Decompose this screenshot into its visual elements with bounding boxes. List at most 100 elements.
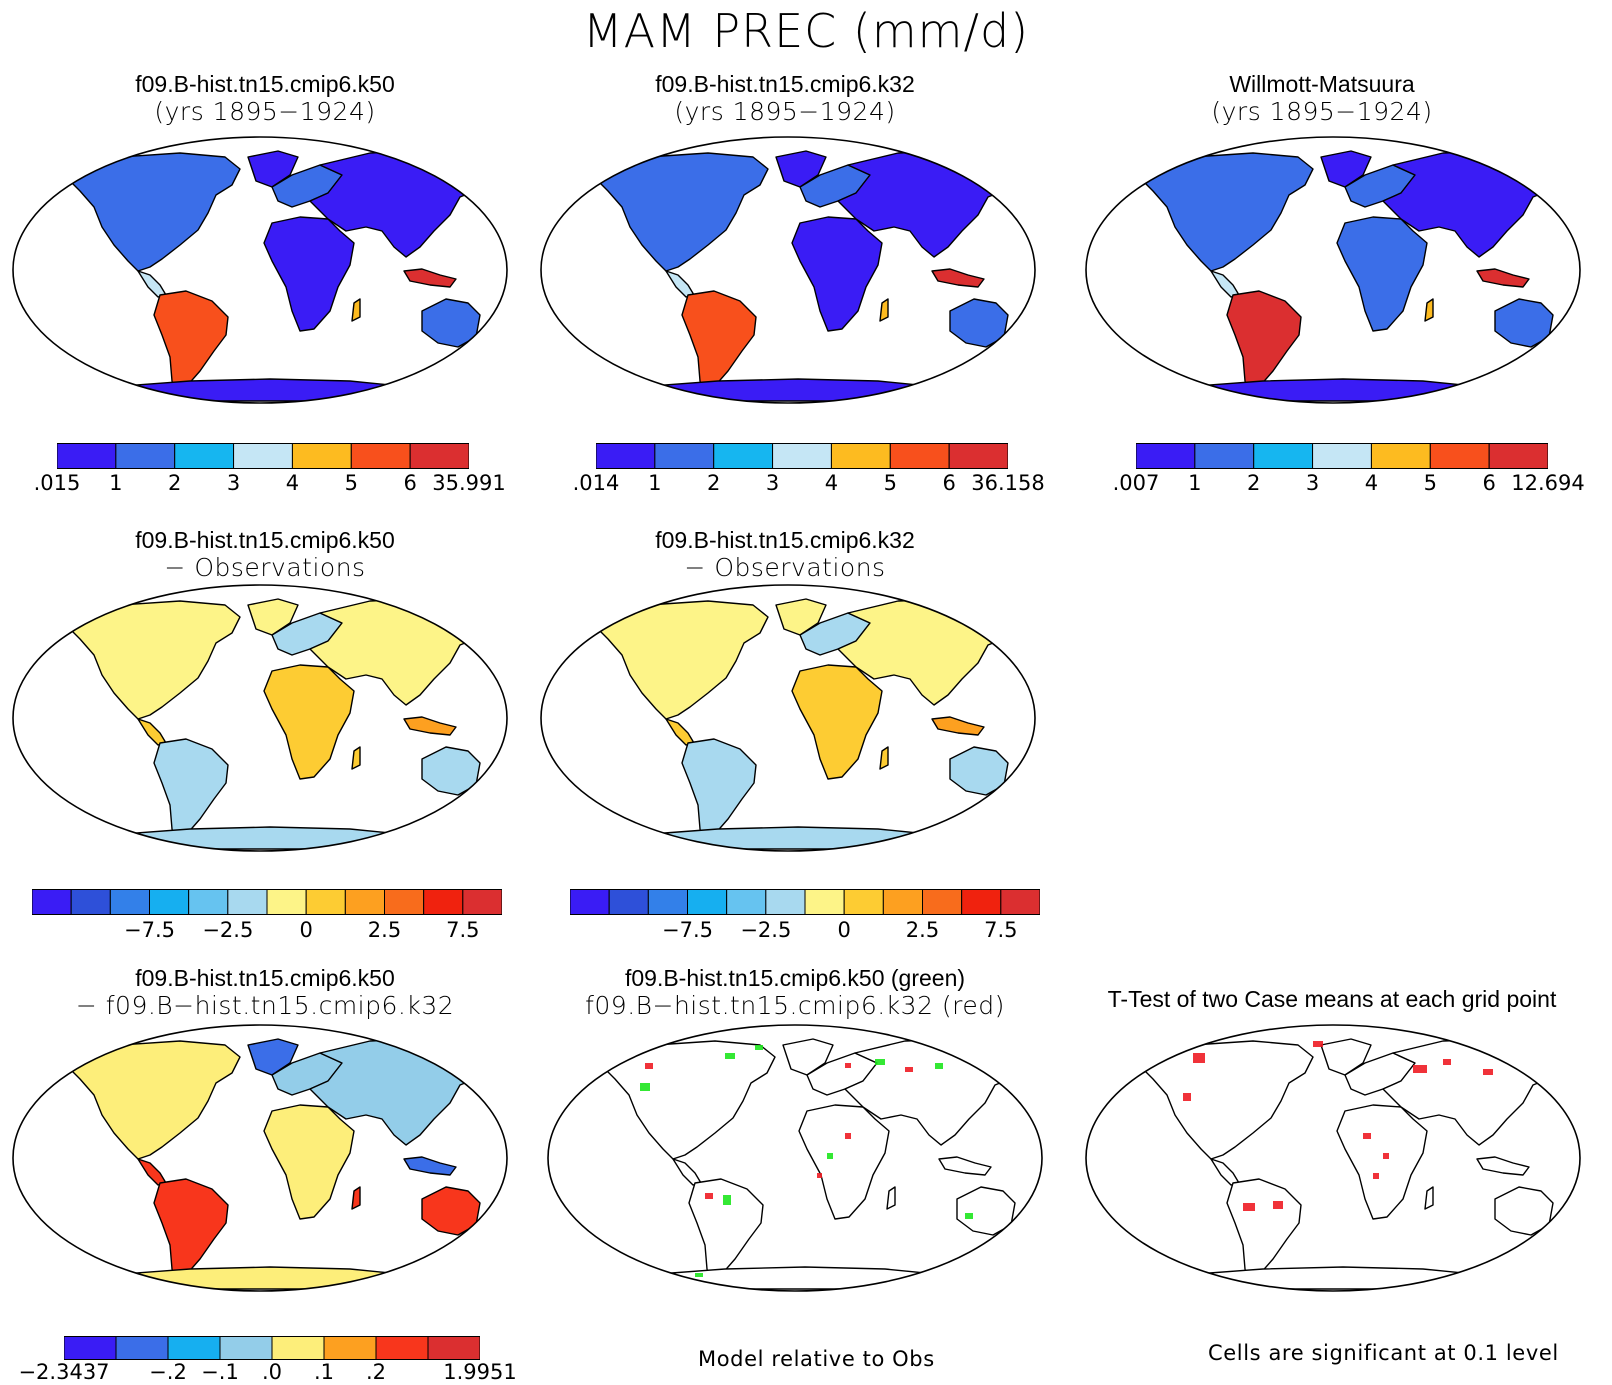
- continent-madagascar: [351, 298, 361, 322]
- colorbar-tick-label: 2: [168, 471, 182, 495]
- significant-cell: [1373, 1173, 1379, 1179]
- colorbar-k50-minus-obs: [32, 889, 502, 915]
- continent-indonesia: [931, 716, 985, 736]
- colorbar-swatch: [462, 889, 502, 915]
- map-body: [1086, 1025, 1580, 1291]
- colorbar-tick-label: −.1: [201, 1360, 239, 1384]
- colorbar-swatch: [596, 443, 656, 469]
- colorbar-swatch: [227, 889, 268, 915]
- colorbar-tick-label: 6: [403, 471, 417, 495]
- colorbar-ticks-obs: .007 1 2 3 4 5 6 12.694: [1113, 471, 1585, 497]
- colorbar-swatch: [305, 889, 346, 915]
- colorbar-tick-label: 3: [765, 471, 780, 495]
- panel-title-line1: f09.B-hist.tn15.cmip6.k50: [135, 527, 395, 553]
- significant-cell: [965, 1213, 973, 1219]
- significant-cell: [905, 1067, 913, 1072]
- significant-cell: [723, 1195, 731, 1205]
- continent-madagascar: [886, 1186, 896, 1210]
- colorbar-swatch: [570, 889, 610, 915]
- significant-cell: [705, 1193, 713, 1199]
- continent-africa: [263, 1104, 355, 1220]
- colorbar-swatch: [843, 889, 884, 915]
- colorbar-swatch: [233, 443, 293, 469]
- colorbar-tick-label: 4: [1364, 471, 1379, 495]
- colorbar-tick-label: .2: [365, 1360, 387, 1384]
- continent-north-america: [595, 600, 769, 720]
- colorbar-swatch: [32, 889, 72, 915]
- continent-south-america: [153, 290, 229, 398]
- colorbar-tick-label: −7.5: [662, 918, 713, 942]
- colorbar-swatch: [271, 1336, 325, 1360]
- panel-title-k50-minus-obs: f09.B-hist.tn15.cmip6.k50 − Observations: [55, 527, 475, 582]
- main-title: MAM PREC (mm/d): [582, 4, 1030, 58]
- map-ttest-significance: [1085, 1024, 1581, 1292]
- continent-africa: [798, 1104, 890, 1220]
- continent-madagascar: [351, 746, 361, 770]
- colorbar-tick-label: 12.694: [1511, 471, 1585, 495]
- continent-greenland: [247, 150, 299, 188]
- colorbar-obs: [1136, 443, 1548, 469]
- colorbar-swatch: [115, 443, 176, 469]
- colorbar-tick-label: −2.5: [202, 918, 254, 942]
- continent-greenland: [247, 1038, 299, 1076]
- colorbar-swatch: [1253, 443, 1314, 469]
- colorbar-tick-label: .1: [313, 1360, 335, 1384]
- panel-title-line2: (yrs 1895−1924): [154, 96, 376, 126]
- continent-north-america: [595, 152, 769, 272]
- continent-indonesia: [403, 716, 457, 736]
- continent-south-america: [153, 738, 229, 846]
- significant-cell: [827, 1153, 833, 1159]
- map-body: [13, 137, 507, 403]
- colorbar-tick-label: −2.3437: [18, 1360, 110, 1384]
- colorbar-k32-minus-obs: [570, 889, 1040, 915]
- colorbar-tick-label: 2.5: [367, 918, 402, 942]
- continent-north-america: [1140, 152, 1314, 272]
- continent-south-america: [1226, 290, 1302, 398]
- colorbar-k50: [57, 443, 469, 469]
- colorbar-swatch: [948, 443, 1008, 469]
- significant-cell: [1483, 1069, 1493, 1075]
- colorbar-swatch: [713, 443, 774, 469]
- significant-cell: [695, 1273, 703, 1277]
- colorbar-swatch: [1370, 443, 1431, 469]
- colorbar-swatch: [188, 889, 229, 915]
- panel-title-line2: − Observations: [684, 552, 886, 582]
- continent-north-america: [1140, 1040, 1314, 1160]
- panel-title-ttest: T-Test of two Case means at each grid po…: [1072, 986, 1592, 1013]
- continent-south-america: [153, 1178, 229, 1286]
- map-k50-precip: [12, 136, 508, 404]
- colorbar-tick-label: 4: [285, 471, 300, 495]
- colorbar-swatch: [961, 889, 1002, 915]
- continent-indonesia: [403, 1156, 457, 1176]
- panel-title-k32: f09.B-hist.tn15.cmip6.k32 (yrs 1895−1924…: [575, 71, 995, 126]
- panel-title-line1: f09.B-hist.tn15.cmip6.k32: [655, 71, 915, 97]
- colorbar-ticks-k32: .014 1 2 3 4 5 6 36.158: [573, 471, 1045, 497]
- colorbar-swatch: [647, 889, 689, 915]
- continent-south-america: [688, 1178, 764, 1286]
- map-frame: [1085, 1024, 1581, 1292]
- map-k32-precip: [540, 136, 1036, 404]
- continent-greenland: [1320, 150, 1372, 188]
- colorbar-swatch: [109, 889, 151, 915]
- colorbar-tick-label: 1: [109, 471, 123, 495]
- map-model-relative-to-obs: [547, 1024, 1043, 1292]
- panel-title-line2: f09.B−hist.tn15.cmip6.k32 (red): [585, 990, 1005, 1020]
- continent-indonesia: [931, 268, 985, 288]
- colorbar-swatch: [57, 443, 117, 469]
- significant-cell: [1413, 1065, 1427, 1073]
- colorbar-swatch: [830, 443, 891, 469]
- significant-cell: [1183, 1093, 1191, 1101]
- continent-north-america: [67, 600, 241, 720]
- continent-south-america: [681, 290, 757, 398]
- colorbar-tick-label: 1: [1188, 471, 1202, 495]
- colorbar-tick-label: 6: [1482, 471, 1496, 495]
- panel-title-k32-minus-obs: f09.B-hist.tn15.cmip6.k32 − Observations: [575, 527, 995, 582]
- panel-title-line2: − f09.B−hist.tn15.cmip6.k32: [75, 990, 455, 1020]
- significant-cell: [845, 1133, 851, 1139]
- colorbar-tick-label: 2: [707, 471, 721, 495]
- note-model-relative: Model relative to Obs: [698, 1347, 935, 1371]
- colorbar-swatch: [409, 443, 469, 469]
- colorbar-swatch: [1000, 889, 1040, 915]
- colorbar-swatch: [323, 1336, 377, 1360]
- continent-indonesia: [938, 1156, 992, 1176]
